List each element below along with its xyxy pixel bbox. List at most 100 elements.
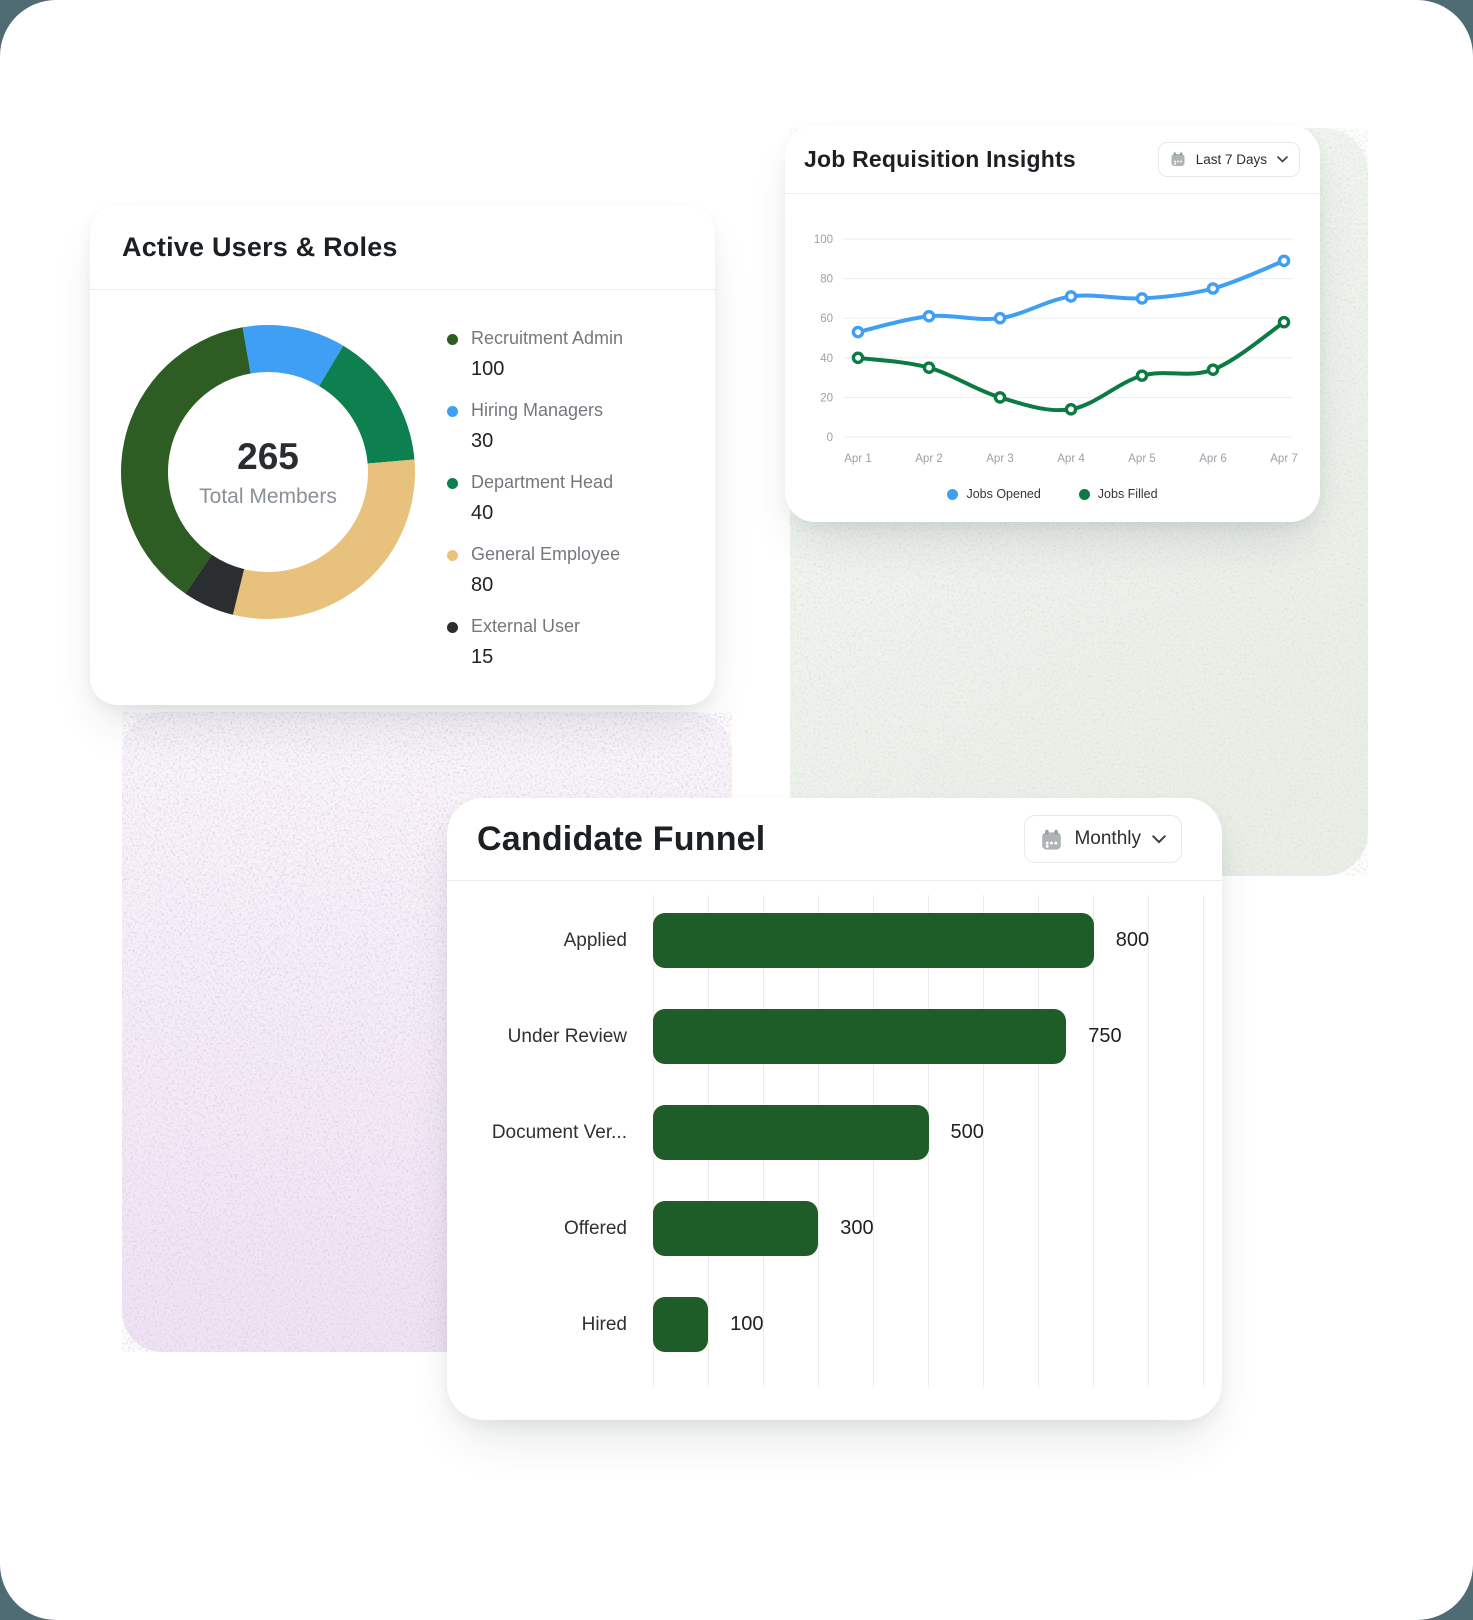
legend-value: 80 (471, 574, 494, 596)
legend-item: External User 15 (447, 616, 679, 669)
calendar-icon (1171, 152, 1185, 166)
data-point-marker (993, 391, 1007, 404)
funnel-category-label: Applied (563, 929, 627, 951)
funnel-category-label: Under Review (507, 1025, 627, 1047)
funnel-category-label: Offered (563, 1217, 627, 1239)
legend-entry: Jobs Filled (1078, 487, 1158, 501)
legend-value: 40 (471, 502, 494, 524)
x-axis-tick-label: Apr 6 (1199, 453, 1227, 465)
funnel-row: Hired 100 (447, 1297, 1222, 1352)
funnel-bar-track: 500 (653, 1105, 1204, 1160)
legend-label: Jobs Opened (966, 487, 1041, 501)
candidate-funnel-chart: Applied 800 Under Review 750 Document Ver...… (447, 881, 1222, 1396)
funnel-category-label: Document Ver... (491, 1121, 627, 1143)
card-header-divider (785, 193, 1320, 194)
funnel-row: Applied 800 (447, 913, 1222, 968)
funnel-bar-track: 300 (653, 1201, 1204, 1256)
y-axis-tick-label: 20 (820, 392, 833, 404)
funnel-value-label: 300 (840, 1217, 874, 1239)
job-requisition-insights-card: Job Requisition Insights Last 7 Days (785, 125, 1320, 522)
candidate-funnel-card-title: Candidate Funnel (477, 819, 766, 858)
y-axis-tick-label: 80 (820, 274, 833, 286)
funnel-value-label: 750 (1088, 1025, 1122, 1047)
funnel-rows: Applied 800 Under Review 750 Document Ver...… (447, 881, 1222, 1352)
chevron-down-icon (1277, 155, 1288, 163)
line-chart-legend: Jobs Opened Jobs Filled (785, 487, 1320, 501)
data-point-marker (993, 311, 1007, 325)
roles-donut-chart: 265 Total Members (120, 324, 416, 620)
data-point-marker (1064, 290, 1078, 303)
funnel-bar (653, 1201, 819, 1256)
chevron-down-icon (1152, 834, 1166, 843)
funnel-value-label: 500 (950, 1121, 984, 1143)
date-range-label: Last 7 Days (1195, 151, 1267, 167)
legend-dot-icon (447, 334, 458, 345)
funnel-bar-track: 100 (653, 1297, 1204, 1352)
gridline (983, 895, 984, 1387)
data-point-marker (1206, 282, 1220, 295)
legend-dot-icon (1078, 488, 1090, 500)
x-axis-tick-label: Apr 5 (1128, 453, 1156, 465)
funnel-bar (653, 1297, 709, 1352)
job-requisition-chart: 0 20 40 60 80 100 Apr 1 Apr 2 Apr 3 Apr 4 Apr 5 Apr… (785, 194, 1320, 501)
legend-label: Department Head (471, 472, 614, 492)
funnel-bar (653, 1009, 1067, 1064)
roles-legend: Recruitment Admin 100 Hiring Managers 30 Dep… (447, 324, 685, 688)
donut-segment-general-employee (232, 459, 415, 619)
total-members-label: Total Members (199, 484, 337, 508)
data-point-marker (1135, 292, 1149, 305)
job-requisition-card-title: Job Requisition Insights (804, 145, 1076, 172)
period-label: Monthly (1074, 828, 1141, 849)
total-members-value: 265 (237, 435, 299, 477)
period-dropdown[interactable]: Monthly (1024, 815, 1182, 863)
funnel-row: Under Review 750 (447, 1009, 1222, 1064)
funnel-value-label: 100 (730, 1313, 764, 1335)
donut-segment-department-head (319, 345, 415, 464)
legend-label: Jobs Filled (1097, 487, 1158, 501)
legend-label: Recruitment Admin (471, 328, 624, 348)
legend-dot-icon (447, 478, 458, 489)
x-axis-tick-label: Apr 1 (844, 453, 872, 465)
data-point-marker (1064, 402, 1078, 416)
x-axis-tick-label: Apr 7 (1270, 453, 1298, 465)
legend-dot-icon (447, 406, 458, 417)
funnel-bar-track: 750 (653, 1009, 1204, 1064)
gridline (1038, 895, 1039, 1387)
candidate-funnel-card: Candidate Funnel Monthly (447, 798, 1222, 1420)
date-range-dropdown[interactable]: Last 7 Days (1157, 141, 1300, 177)
data-point-marker (1206, 363, 1220, 376)
data-point-marker (922, 361, 936, 374)
data-point-marker (851, 351, 865, 365)
legend-dot-icon (447, 622, 458, 633)
funnel-row: Offered 300 (447, 1201, 1222, 1256)
legend-item: Department Head 40 (447, 472, 679, 525)
y-axis-tick-label: 100 (814, 234, 833, 246)
legend-value: 15 (471, 646, 494, 668)
card-header-divider (90, 289, 715, 290)
active-users-roles-card: Active Users & Roles 265 Total Members R… (90, 205, 715, 705)
funnel-bar (653, 1105, 929, 1160)
funnel-category-label: Hired (581, 1313, 627, 1335)
data-point-marker (1135, 369, 1149, 382)
funnel-value-label: 800 (1115, 929, 1150, 951)
x-axis-tick-label: Apr 2 (915, 453, 943, 465)
donut-segment-external-user (185, 554, 245, 615)
legend-value: 30 (471, 430, 494, 452)
gridline (1203, 895, 1204, 1387)
funnel-bar (653, 913, 1094, 968)
gridline (1148, 895, 1149, 1387)
y-axis-tick-label: 60 (820, 313, 833, 325)
legend-value: 100 (471, 358, 505, 380)
gridline (928, 895, 929, 1387)
legend-item: Hiring Managers 30 (447, 400, 679, 453)
data-point-marker (1277, 254, 1291, 268)
donut-chart-svg (120, 325, 415, 619)
legend-entry: Jobs Opened (947, 487, 1041, 501)
legend-item: Recruitment Admin 100 (447, 328, 679, 381)
line-chart-svg: 0 20 40 60 80 100 Apr 1 Apr 2 Apr 3 Apr 4 Apr 5 Apr… (814, 234, 1298, 465)
data-point-marker (1277, 315, 1291, 329)
funnel-bar-track: 800 (653, 913, 1204, 968)
calendar-icon (1042, 829, 1062, 850)
